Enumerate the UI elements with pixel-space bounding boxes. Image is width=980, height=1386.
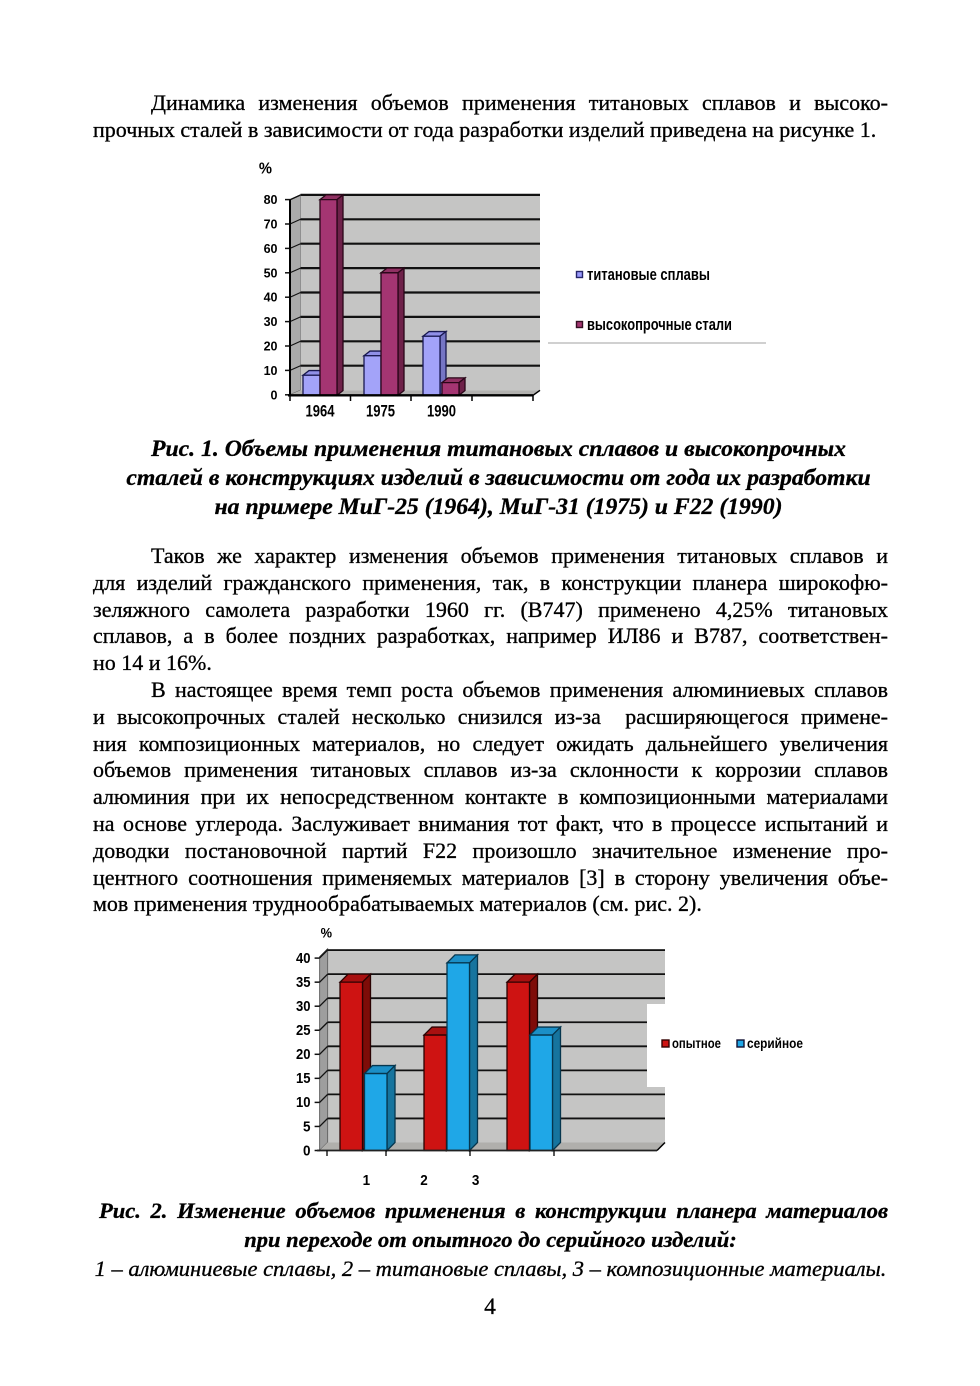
svg-text:10: 10 [296, 1093, 311, 1110]
svg-text:%: % [259, 160, 272, 178]
svg-text:%: % [321, 925, 333, 940]
svg-text:2: 2 [420, 1172, 428, 1189]
svg-text:30: 30 [264, 315, 278, 329]
svg-text:0: 0 [303, 1143, 311, 1160]
svg-text:5: 5 [303, 1119, 311, 1136]
svg-text:60: 60 [264, 242, 278, 256]
svg-text:1964: 1964 [306, 403, 336, 421]
svg-text:30: 30 [296, 997, 311, 1014]
svg-text:70: 70 [264, 218, 278, 232]
svg-text:50: 50 [264, 266, 278, 280]
svg-text:40: 40 [296, 949, 311, 966]
svg-text:1975: 1975 [366, 403, 395, 421]
svg-text:80: 80 [264, 193, 278, 207]
svg-text:35: 35 [296, 973, 311, 990]
svg-text:10: 10 [264, 364, 278, 378]
svg-text:высокопрочные стали: высокопрочные стали [587, 317, 732, 335]
svg-text:20: 20 [264, 340, 278, 354]
svg-text:серийное: серийное [747, 1036, 803, 1051]
svg-text:15: 15 [296, 1069, 311, 1086]
svg-text:20: 20 [296, 1045, 311, 1062]
svg-text:опытное: опытное [672, 1036, 721, 1051]
svg-text:25: 25 [296, 1021, 311, 1038]
svg-text:1: 1 [363, 1172, 371, 1189]
svg-text:3: 3 [472, 1172, 480, 1189]
svg-text:1990: 1990 [427, 403, 456, 421]
svg-text:40: 40 [264, 291, 278, 305]
svg-text:титановые сплавы: титановые сплавы [587, 267, 710, 285]
svg-text:0: 0 [271, 388, 278, 402]
